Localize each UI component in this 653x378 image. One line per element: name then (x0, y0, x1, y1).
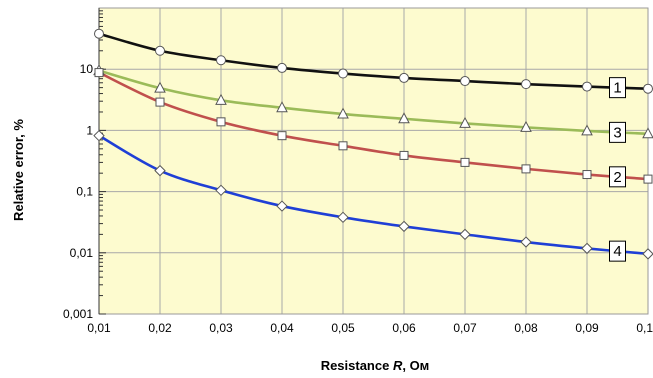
circle-marker (216, 55, 226, 66)
x-tick-label: 0,05 (331, 321, 355, 335)
series-line-1 (98, 32, 649, 91)
y-tick-label: 0,001 (63, 307, 93, 321)
square-marker (338, 141, 348, 151)
diamond-marker (215, 184, 227, 197)
y-tick-label: 1 (86, 123, 93, 137)
circle-marker (338, 68, 348, 79)
x-tick-label: 0,03 (209, 321, 233, 335)
square-marker (155, 97, 165, 107)
triangle-marker (520, 120, 532, 132)
square-marker (399, 150, 409, 160)
circle-marker (277, 62, 287, 73)
circle-marker (399, 72, 409, 83)
series-label-1: 1 (609, 77, 626, 99)
series-label-box (609, 166, 626, 188)
diamond-marker (276, 200, 288, 212)
y-tick-label: 0,01 (70, 246, 94, 260)
triangle-marker (459, 116, 471, 128)
x-axis-label-unit: , Ом (402, 358, 429, 373)
triangle-marker (215, 93, 227, 105)
square-marker (216, 117, 226, 127)
series-line-2 (98, 71, 649, 181)
x-tick-label: 0,08 (514, 321, 538, 335)
circle-marker (155, 45, 165, 56)
x-tick-label: 0,10 (636, 321, 653, 335)
series-label-2: 2 (609, 166, 626, 188)
square-marker (277, 131, 287, 141)
square-marker (460, 157, 470, 167)
triangle-marker (154, 81, 166, 93)
triangle-marker (581, 124, 593, 136)
triangle-marker (337, 107, 349, 119)
x-tick-label: 0,07 (453, 321, 477, 335)
triangle-marker (642, 127, 653, 139)
plot-area (99, 8, 648, 314)
diamond-marker (154, 164, 166, 177)
series-label-box (609, 77, 626, 99)
x-axis-label-main: Resistance (321, 358, 393, 373)
series-label-text: 4 (613, 243, 621, 260)
y-tick-label: 10 (80, 62, 94, 76)
circle-marker (521, 79, 531, 90)
x-axis-label-var: R (393, 358, 403, 373)
square-marker (582, 170, 592, 180)
diamond-marker (520, 236, 532, 248)
y-tick-label: 0,1 (76, 185, 93, 199)
y-axis-label: Relative error, % (11, 119, 26, 221)
x-tick-label: 0,02 (148, 321, 172, 335)
series-line-3 (98, 69, 649, 136)
x-tick-label: 0,01 (87, 321, 111, 335)
circle-marker (643, 83, 653, 94)
x-axis-label: Resistance R, Ом (321, 358, 430, 373)
circle-marker (94, 28, 104, 39)
series-labels: 1 3 2 4 (609, 77, 626, 262)
series-label-text: 3 (613, 124, 621, 141)
series-markers (93, 28, 653, 260)
circle-marker (582, 81, 592, 92)
x-tick-label: 0,04 (270, 321, 294, 335)
series-label-text: 1 (613, 80, 621, 97)
triangle-marker (398, 112, 410, 124)
diamond-marker (93, 129, 105, 142)
circle-marker (460, 76, 470, 87)
series-label-3: 3 (609, 121, 626, 143)
x-tick-label: 0,09 (575, 321, 599, 335)
diamond-marker (398, 220, 410, 233)
series-line-4 (98, 134, 649, 256)
series-lines (98, 32, 649, 256)
diamond-marker (581, 242, 593, 255)
x-tick-label: 0,06 (392, 321, 416, 335)
series-label-box (609, 121, 626, 143)
square-marker (643, 174, 653, 184)
diamond-marker (459, 228, 471, 241)
x-ticks: 0,01 0,02 0,03 0,04 0,05 0,06 0,07 0,08 0,09 0,10 (87, 321, 653, 335)
square-marker (521, 164, 531, 174)
y-ticks: 0,001 0,01 0,1 1 10 (63, 8, 106, 321)
triangle-marker (276, 101, 288, 113)
series-label-text: 2 (613, 169, 621, 186)
diamond-marker (642, 248, 653, 260)
series-label-box (609, 240, 626, 262)
diamond-marker (337, 211, 349, 224)
series-label-4: 4 (609, 240, 626, 262)
square-marker (94, 68, 104, 78)
